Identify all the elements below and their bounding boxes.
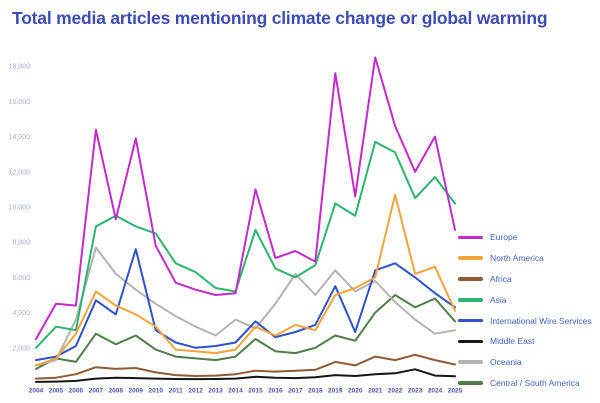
legend-swatch-icon: [458, 381, 483, 385]
legend-label: Central / South America: [490, 377, 580, 388]
x-axis-tick: 2014: [228, 388, 243, 395]
series-line-middle-east: [35, 368, 456, 383]
series-line-north-america: [35, 193, 456, 367]
y-axis-tick: 16,000: [9, 99, 31, 106]
x-axis-tick: 2008: [109, 388, 124, 395]
x-axis-tick: 2024: [428, 388, 443, 395]
x-axis-tick: 2016: [268, 388, 283, 395]
x-axis-tick: 2012: [188, 388, 203, 395]
legend-item-central-south-america: Central / South America: [458, 373, 592, 394]
series-line-africa: [35, 353, 456, 380]
y-axis-tick: 14,000: [9, 134, 31, 141]
x-axis-tick: 2005: [49, 388, 64, 395]
x-axis-tick: 2015: [248, 388, 263, 395]
x-axis-tick: 2009: [129, 388, 144, 395]
y-axis-tick: 12,000: [9, 169, 31, 176]
legend-label: North America: [490, 253, 544, 264]
legend: Europe North America Africa Asia Internation…: [458, 227, 592, 393]
legend-item-middle-east: Middle East: [458, 331, 592, 352]
legend-item-africa: Africa: [458, 269, 592, 290]
series-line-international-wire-services: [35, 248, 456, 362]
x-axis-tick: 2022: [388, 388, 403, 395]
legend-label: Europe: [490, 232, 518, 243]
y-axis-tick: 6,000: [12, 275, 30, 282]
x-axis-tick: 2025: [448, 388, 463, 395]
legend-item-asia: Asia: [458, 289, 592, 310]
legend-swatch-icon: [458, 339, 483, 344]
x-axis-tick: 2004: [29, 388, 44, 395]
legend-swatch-icon: [458, 235, 483, 240]
legend-label: International Wire Services: [490, 315, 592, 326]
legend-label: Middle East: [490, 336, 535, 347]
legend-item-europe: Europe: [458, 227, 592, 248]
legend-swatch-icon: [458, 277, 483, 281]
legend-item-oceania: Oceania: [458, 352, 592, 373]
x-axis-tick: 2020: [348, 388, 363, 395]
x-axis-tick: 2007: [89, 388, 104, 395]
x-axis-tick: 2019: [328, 388, 343, 395]
x-axis-tick: 2010: [148, 388, 163, 395]
legend-swatch-icon: [458, 256, 483, 260]
legend-swatch-icon: [458, 318, 483, 323]
x-axis-tick: 2011: [169, 388, 183, 395]
y-axis-tick: 18,000: [9, 64, 31, 71]
y-axis-tick: 4,000: [12, 310, 30, 317]
legend-item-international-wire-services: International Wire Services: [458, 310, 592, 331]
series-line-europe: [35, 56, 456, 340]
legend-label: Africa: [490, 273, 512, 284]
x-axis-tick: 2013: [208, 388, 223, 395]
chart-title: Total media articles mentioning climate …: [12, 8, 548, 28]
x-axis-tick: 2023: [408, 388, 423, 395]
legend-item-north-america: North America: [458, 248, 592, 269]
legend-swatch-icon: [458, 360, 483, 364]
x-axis-tick: 2021: [368, 388, 383, 395]
legend-label: Oceania: [490, 357, 522, 368]
legend-swatch-icon: [458, 297, 483, 302]
x-axis-tick: 2006: [69, 388, 84, 395]
x-axis-tick: 2018: [308, 388, 323, 395]
y-axis-tick: 2,000: [12, 345, 30, 352]
y-axis-tick: 10,000: [9, 205, 31, 212]
legend-label: Asia: [490, 294, 507, 305]
y-axis-tick: 8,000: [12, 240, 30, 247]
x-axis-tick: 2017: [288, 388, 303, 395]
series-line-oceania: [35, 246, 456, 367]
series-line-asia: [35, 140, 456, 349]
series-line-central-south-america: [35, 294, 456, 370]
